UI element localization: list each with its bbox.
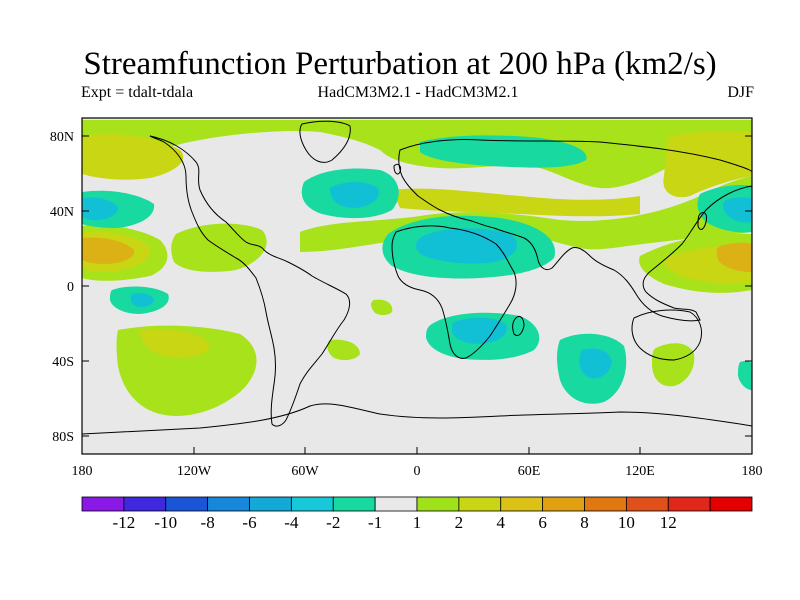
season-label: DJF (727, 84, 754, 101)
colorbar-label: -8 (201, 513, 215, 532)
colorbar-label: 4 (497, 513, 506, 532)
contour-fills (82, 120, 752, 416)
contour-region (420, 135, 587, 168)
colorbar-swatch (625, 496, 669, 512)
contour-region (82, 120, 752, 189)
colorbar-swatch (81, 496, 125, 512)
coastline-americas (149, 135, 351, 427)
lat-label: 0 (67, 280, 74, 295)
models-label: HadCM3M2.1 - HadCM3M2.1 (317, 84, 519, 101)
contour-region (82, 133, 184, 180)
lat-label: 40S (52, 355, 74, 370)
colorbar-swatch (458, 496, 502, 512)
colorbar-label: -6 (242, 513, 256, 532)
lon-label: 60E (518, 464, 541, 479)
experiment-label: Expt = tdalt-tdala (81, 84, 194, 101)
colorbar-swatch (374, 496, 418, 512)
coastline-madagascar (512, 315, 525, 337)
lat-tick-marks (82, 135, 752, 437)
coastline-japan (697, 211, 707, 230)
contour-region (82, 197, 118, 220)
coastline-africa (391, 225, 517, 359)
colorbar-label: -1 (368, 513, 382, 532)
contour-region (716, 242, 752, 272)
colorbar-label: 12 (660, 513, 677, 532)
lon-label: 120E (625, 464, 655, 479)
colorbar-label: 10 (618, 513, 635, 532)
colorbar-label: 1 (413, 513, 422, 532)
contour-region (327, 339, 360, 361)
contour-region (415, 228, 517, 264)
colorbar-swatch (123, 496, 167, 512)
colorbar: -12 -10 -8 -6 -4 -2 -1 1 2 4 6 8 10 12 (81, 496, 753, 532)
colorbar-swatch (332, 496, 376, 512)
contour-region (130, 293, 154, 307)
colorbar-label: 6 (538, 513, 547, 532)
colorbar-label: -12 (113, 513, 136, 532)
coastline-uk (393, 163, 401, 175)
contour-region (652, 343, 695, 387)
coastline-greenland (299, 120, 351, 163)
contour-region (330, 182, 379, 208)
lon-label: 180 (72, 464, 93, 479)
contour-region (140, 328, 210, 358)
lat-label: 80S (52, 430, 74, 445)
contour-region (723, 197, 752, 223)
colorbar-label: 2 (455, 513, 464, 532)
colorbar-swatch (165, 496, 209, 512)
colorbar-swatch (667, 496, 711, 512)
colorbar-swatch (207, 496, 250, 512)
colorbar-label: -2 (326, 513, 340, 532)
lon-label: 180 (742, 464, 763, 479)
colorbar-swatch (584, 496, 627, 512)
contour-region (452, 317, 507, 344)
colorbar-label: -4 (284, 513, 299, 532)
colorbar-label: 8 (580, 513, 589, 532)
contour-region (392, 188, 640, 217)
contour-region (371, 299, 393, 315)
colorbar-swatch (542, 496, 585, 512)
lon-label: 120W (177, 464, 212, 479)
coastlines (82, 120, 752, 435)
lat-label: 40N (50, 205, 74, 220)
colorbar-swatch (249, 496, 292, 512)
colorbar-swatch (416, 496, 460, 512)
colorbar-label: -10 (154, 513, 177, 532)
coastline-eurasia (398, 139, 752, 322)
plot-title: Streamfunction Perturbation at 200 hPa (… (83, 46, 717, 82)
lat-label: 80N (50, 130, 74, 145)
coastline-australia (631, 309, 703, 361)
colorbar-swatch (500, 496, 544, 512)
lon-label: 60W (291, 464, 319, 479)
contour-region (82, 237, 135, 264)
contour-region (738, 361, 752, 390)
colorbar-swatch (290, 496, 334, 512)
contour-region (579, 348, 612, 379)
lon-tick-marks (81, 447, 753, 454)
coastline-antarctica (82, 403, 752, 435)
colorbar-swatch (709, 496, 753, 512)
lon-label: 0 (414, 464, 421, 479)
contour-region (663, 130, 752, 198)
